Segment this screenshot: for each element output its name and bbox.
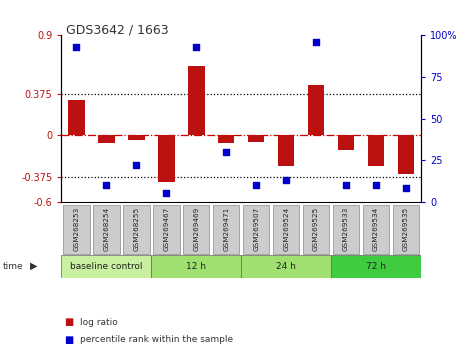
Text: GSM269533: GSM269533 bbox=[343, 207, 349, 251]
FancyBboxPatch shape bbox=[93, 205, 120, 255]
FancyBboxPatch shape bbox=[213, 205, 239, 255]
Text: time: time bbox=[2, 262, 23, 271]
FancyBboxPatch shape bbox=[183, 205, 210, 255]
FancyBboxPatch shape bbox=[393, 205, 419, 255]
Point bbox=[342, 182, 350, 188]
FancyBboxPatch shape bbox=[63, 205, 90, 255]
Bar bbox=[368, 135, 384, 166]
Text: GSM269471: GSM269471 bbox=[223, 207, 229, 251]
Point bbox=[253, 182, 260, 188]
Text: ▶: ▶ bbox=[30, 261, 37, 271]
Point bbox=[222, 149, 230, 155]
Text: GSM269524: GSM269524 bbox=[283, 207, 289, 251]
Bar bbox=[338, 135, 354, 150]
Point bbox=[282, 177, 290, 183]
FancyBboxPatch shape bbox=[333, 205, 359, 255]
FancyBboxPatch shape bbox=[273, 205, 299, 255]
Bar bbox=[241, 255, 331, 278]
Point bbox=[103, 182, 110, 188]
Point bbox=[193, 44, 200, 50]
Bar bbox=[151, 255, 241, 278]
Text: GSM269534: GSM269534 bbox=[373, 207, 379, 251]
Bar bbox=[398, 135, 414, 174]
Bar bbox=[248, 135, 264, 142]
Point bbox=[73, 44, 80, 50]
FancyBboxPatch shape bbox=[153, 205, 180, 255]
Text: 24 h: 24 h bbox=[276, 262, 296, 271]
Point bbox=[372, 182, 380, 188]
Bar bbox=[218, 135, 235, 143]
Text: GDS3642 / 1663: GDS3642 / 1663 bbox=[66, 23, 169, 36]
Bar bbox=[278, 135, 294, 166]
Text: ■: ■ bbox=[64, 335, 73, 345]
Text: baseline control: baseline control bbox=[70, 262, 143, 271]
Text: GSM269467: GSM269467 bbox=[163, 207, 169, 251]
Text: GSM268254: GSM268254 bbox=[104, 207, 109, 251]
Point bbox=[312, 39, 320, 45]
FancyBboxPatch shape bbox=[363, 205, 389, 255]
Text: ■: ■ bbox=[64, 317, 73, 327]
Bar bbox=[188, 67, 204, 135]
Point bbox=[163, 190, 170, 196]
Text: 12 h: 12 h bbox=[186, 262, 206, 271]
Text: log ratio: log ratio bbox=[80, 318, 118, 327]
FancyBboxPatch shape bbox=[303, 205, 329, 255]
Point bbox=[132, 162, 140, 168]
Bar bbox=[61, 255, 151, 278]
Point bbox=[402, 185, 410, 191]
Bar bbox=[331, 255, 421, 278]
Bar bbox=[98, 135, 114, 143]
FancyBboxPatch shape bbox=[243, 205, 270, 255]
Text: GSM268253: GSM268253 bbox=[73, 207, 79, 251]
Text: GSM269525: GSM269525 bbox=[313, 207, 319, 251]
Text: GSM269507: GSM269507 bbox=[253, 207, 259, 251]
FancyBboxPatch shape bbox=[123, 205, 149, 255]
Text: GSM269469: GSM269469 bbox=[193, 207, 199, 251]
Text: GSM268255: GSM268255 bbox=[133, 207, 140, 251]
Text: 72 h: 72 h bbox=[366, 262, 386, 271]
Bar bbox=[68, 100, 85, 135]
Bar bbox=[128, 135, 145, 140]
Bar bbox=[158, 135, 175, 182]
Text: GSM269535: GSM269535 bbox=[403, 207, 409, 251]
Text: percentile rank within the sample: percentile rank within the sample bbox=[80, 335, 234, 344]
Bar bbox=[308, 85, 324, 135]
